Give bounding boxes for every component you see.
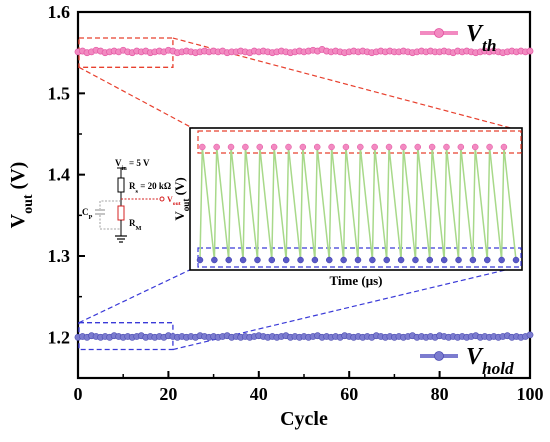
inset-high-point bbox=[371, 143, 378, 151]
inset-high-point bbox=[357, 143, 364, 151]
data-point-vth bbox=[526, 47, 534, 55]
circuit-rm-label: RM bbox=[129, 218, 142, 232]
legend-marker-vth bbox=[434, 28, 444, 38]
inset-low-point bbox=[412, 256, 419, 264]
inset-y-label: Vout (V) bbox=[172, 177, 191, 220]
inset-high-point bbox=[270, 143, 278, 151]
circuit-vout-node bbox=[159, 196, 165, 202]
inset-high-point bbox=[256, 143, 264, 151]
inset-high-point bbox=[199, 143, 206, 151]
inset-high-point bbox=[414, 143, 422, 151]
inset-low-point bbox=[225, 256, 232, 264]
legend-label-vhold: Vhold bbox=[466, 344, 514, 378]
data-point-vhold bbox=[526, 331, 534, 339]
inset-high-point bbox=[443, 143, 450, 151]
inset-low-point bbox=[340, 256, 347, 264]
inset-high-point bbox=[457, 143, 465, 151]
inset-low-point bbox=[282, 256, 290, 264]
inset-low-point bbox=[498, 256, 505, 264]
inset-low-point bbox=[254, 256, 261, 264]
inset-high-point bbox=[385, 143, 393, 151]
x-tick-label: 20 bbox=[159, 384, 177, 404]
circuit-rm-device bbox=[117, 205, 125, 221]
circuit-vin-label: Vin = 5 V bbox=[115, 158, 150, 172]
inset-low-point bbox=[196, 256, 204, 264]
inset-low-point bbox=[354, 256, 362, 264]
inset-low-point bbox=[469, 256, 477, 264]
circuit-cp-label: CP bbox=[82, 207, 93, 221]
x-tick-label: 100 bbox=[517, 384, 544, 404]
circuit-cp-wire bbox=[99, 200, 121, 209]
inset-low-point bbox=[211, 256, 218, 264]
y-tick-label: 1.2 bbox=[48, 327, 71, 347]
inset-high-point bbox=[227, 143, 235, 151]
inset-low-point bbox=[268, 256, 276, 264]
zoom-guide-line bbox=[78, 265, 199, 324]
inset-high-point bbox=[342, 143, 350, 151]
inset-high-point bbox=[486, 143, 493, 151]
inset-low-point bbox=[455, 256, 462, 264]
y-tick-label: 1.5 bbox=[48, 83, 71, 103]
inset-low-point bbox=[297, 256, 304, 264]
y-axis-label: Vout (V) bbox=[7, 162, 36, 229]
inset-low-point bbox=[311, 256, 319, 264]
inset-low-point bbox=[326, 256, 333, 264]
inset-low-point bbox=[397, 256, 405, 264]
legend-label-vth: Vth bbox=[466, 21, 496, 55]
zoom-guide-line bbox=[78, 66, 199, 132]
inset-high-point bbox=[242, 143, 249, 151]
x-tick-label: 60 bbox=[340, 384, 358, 404]
label-layer: Cycle Vout (V) bbox=[7, 162, 328, 430]
x-tick-label: 40 bbox=[250, 384, 268, 404]
y-tick-label: 1.6 bbox=[48, 2, 71, 22]
inset-layer: Time (μs) Vout (V) bbox=[172, 127, 523, 288]
circuit-cp-wire bbox=[99, 215, 121, 230]
inset-low-point bbox=[440, 256, 448, 264]
inset-low-point bbox=[426, 256, 434, 264]
inset-high-point bbox=[471, 143, 479, 151]
inset-high-point bbox=[285, 143, 292, 151]
inset-high-point bbox=[213, 143, 220, 151]
inset-low-point bbox=[484, 256, 491, 264]
x-axis-label: Cycle bbox=[280, 408, 328, 430]
inset-high-point bbox=[299, 143, 307, 151]
inset-high-point bbox=[313, 143, 321, 151]
x-tick-label: 80 bbox=[431, 384, 449, 404]
x-tick-label: 0 bbox=[74, 384, 83, 404]
inset-high-point bbox=[400, 143, 407, 151]
circuit-rs-label: Rs = 20 kΩ bbox=[129, 181, 171, 195]
y-tick-label: 1.4 bbox=[48, 165, 71, 185]
circuit-vout-label: Vout bbox=[167, 195, 181, 207]
legend-marker-vhold bbox=[434, 351, 444, 361]
inset-high-point bbox=[500, 143, 508, 151]
inset-x-label: Time (μs) bbox=[330, 273, 383, 288]
axes-layer: 0 20 40 60 80 100 1.2 1.3 1.4 1.5 1.6 bbox=[48, 2, 544, 404]
inset-high-point bbox=[328, 143, 335, 151]
inset-high-point bbox=[428, 143, 436, 151]
circuit-rs-resistor bbox=[117, 177, 125, 193]
inset-low-point bbox=[239, 256, 247, 264]
y-tick-label: 1.3 bbox=[48, 246, 71, 266]
inset-low-point bbox=[383, 256, 390, 264]
inset-low-point bbox=[512, 256, 520, 264]
inset-low-point bbox=[369, 256, 376, 264]
series-layer: Vth Vhold bbox=[74, 21, 534, 378]
